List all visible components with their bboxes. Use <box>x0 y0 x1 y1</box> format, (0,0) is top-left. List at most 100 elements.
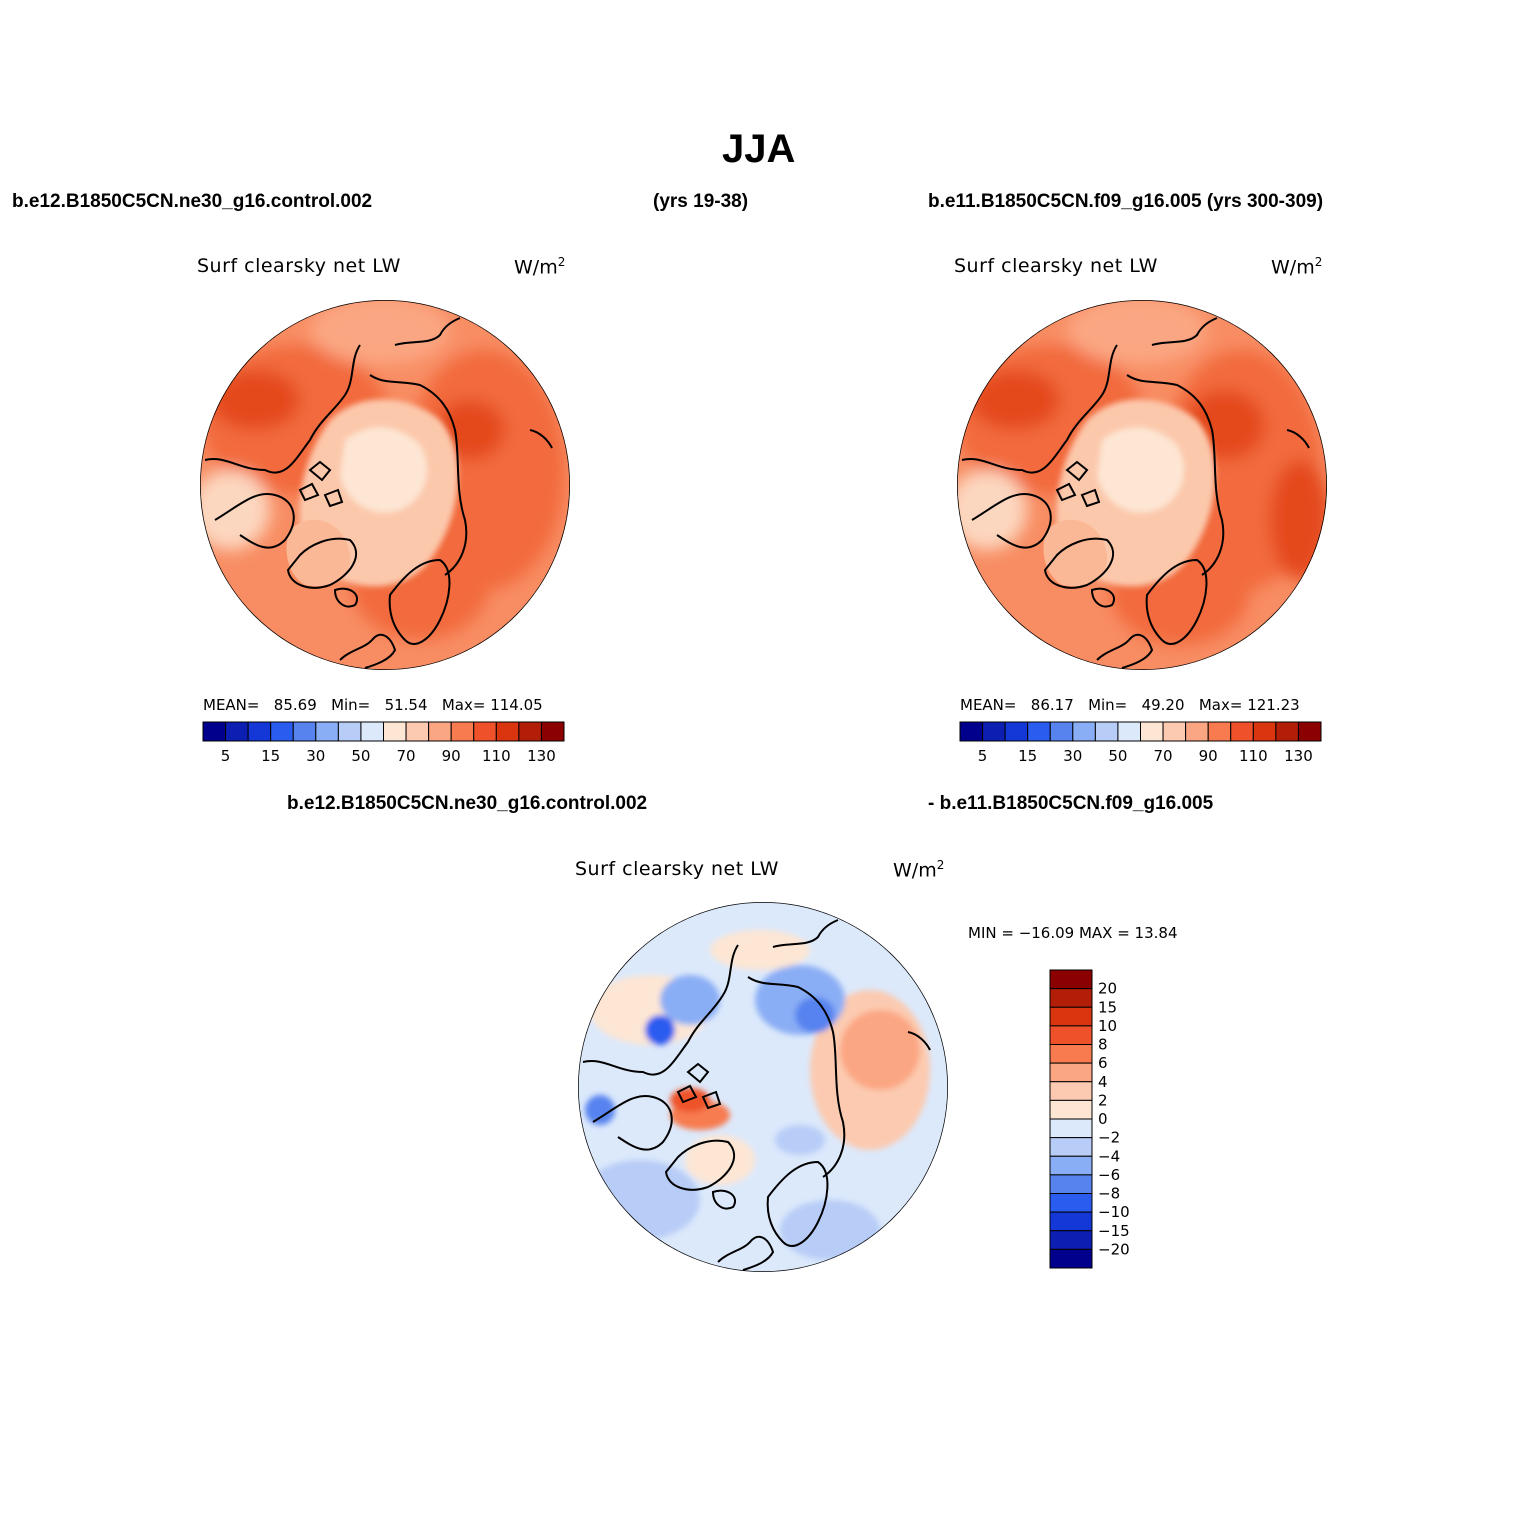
colorbar-swatch <box>1252 721 1277 742</box>
panel-diff-minmax: MIN = −16.09 MAX = 13.84 <box>968 924 1178 942</box>
colorbar-tick-label: 110 <box>1239 747 1268 765</box>
colorbar-swatch <box>1049 1211 1093 1232</box>
colorbar-tick-label: 5 <box>221 747 231 765</box>
colorbar-tick-label: 15 <box>1098 998 1117 1016</box>
colorbar-tick-label: −6 <box>1098 1166 1120 1184</box>
colorbar-swatch <box>383 721 407 742</box>
colorbar-swatch <box>1049 1044 1093 1064</box>
colorbar-tick-label: 15 <box>1018 747 1037 765</box>
panel-b-units: W/m2 <box>1271 255 1323 279</box>
panel-diff-units: W/m2 <box>893 858 945 882</box>
colorbar-swatch <box>1275 721 1299 742</box>
colorbar-swatch <box>982 721 1006 742</box>
colorbar-swatch <box>1140 721 1164 742</box>
colorbar-swatch <box>1230 721 1254 742</box>
colorbar-tick-label: 15 <box>261 747 280 765</box>
diff-label-left: b.e12.B1850C5CN.ne30_g16.control.002 <box>287 793 648 814</box>
colorbar-swatch <box>315 721 339 742</box>
colorbar-tick-label: 6 <box>1098 1054 1108 1072</box>
case-b-label: b.e11.B1850C5CN.f09_g16.005 (yrs 300-309… <box>928 191 1324 212</box>
colorbar-tick-label: 90 <box>1199 747 1218 765</box>
colorbar-swatch <box>225 721 249 742</box>
colorbar-swatch <box>1049 1025 1093 1045</box>
colorbar-swatch <box>337 721 362 742</box>
colorbar-tick-label: 4 <box>1098 1073 1108 1091</box>
colorbar-tick-label: −10 <box>1098 1203 1130 1221</box>
colorbar-tick-label: 130 <box>527 747 556 765</box>
colorbar-tick-label: −2 <box>1098 1129 1120 1147</box>
colorbar-swatch <box>495 721 520 742</box>
colorbar-tick-label: 10 <box>1098 1017 1117 1035</box>
colorbar-swatch <box>1049 721 1074 742</box>
polar-map-b <box>957 300 1327 670</box>
colorbar-swatch <box>1072 721 1096 742</box>
case-a-label: b.e12.B1850C5CN.ne30_g16.control.002 <box>12 191 373 212</box>
colorbar-tick-label: 30 <box>1063 747 1082 765</box>
colorbar-swatch <box>1049 1155 1093 1176</box>
colorbar-swatch <box>202 721 227 742</box>
colorbar-tick-label: 90 <box>442 747 461 765</box>
case-a-years: (yrs 19-38) <box>653 191 749 212</box>
colorbar-tick-label: 5 <box>978 747 988 765</box>
colorbar-swatch <box>1049 1062 1093 1083</box>
colorbar-tick-label: −15 <box>1098 1222 1130 1240</box>
colorbar-swatch <box>247 721 272 742</box>
colorbar-swatch <box>1049 988 1093 1008</box>
colorbar-swatch <box>1027 721 1051 742</box>
colorbar-tick-label: 70 <box>397 747 416 765</box>
colorbar-swatch <box>1049 969 1093 990</box>
colorbar-tick-label: 0 <box>1098 1110 1108 1128</box>
colorbar-tick-label: 130 <box>1284 747 1313 765</box>
colorbar-swatch <box>270 721 294 742</box>
colorbar-tick-label: 70 <box>1154 747 1173 765</box>
colorbar-swatch <box>1004 721 1029 742</box>
colorbar-swatch <box>1162 721 1187 742</box>
colorbar-swatch <box>1049 1006 1093 1027</box>
colorbar-swatch <box>1297 721 1322 742</box>
colorbar-tick-label: 110 <box>482 747 511 765</box>
colorbar-tick-label: 30 <box>306 747 325 765</box>
colorbar-swatch <box>1049 1081 1093 1101</box>
colorbar-swatch <box>1049 1099 1093 1120</box>
colorbar-swatch <box>292 721 317 742</box>
colorbar-swatch <box>1049 1248 1093 1269</box>
colorbar-swatch <box>518 721 542 742</box>
figure-title: JJA <box>722 127 796 171</box>
colorbar-tick-label: 20 <box>1098 980 1117 998</box>
colorbar-swatch <box>1049 1137 1093 1157</box>
colorbar-swatch <box>540 721 565 742</box>
colorbar-swatch <box>1207 721 1232 742</box>
colorbar-swatch <box>450 721 475 742</box>
colorbar-swatch <box>1094 721 1119 742</box>
panel-b-title: Surf clearsky net LW <box>954 255 1158 277</box>
colorbar-a: 5 15 30 50 70 90 110 130 <box>202 721 565 765</box>
colorbar-swatch <box>1185 721 1209 742</box>
colorbar-b: 5 15 30 50 70 90 110 130 <box>959 721 1322 765</box>
panel-a-title: Surf clearsky net LW <box>197 255 401 277</box>
panel-diff-title: Surf clearsky net LW <box>575 858 779 880</box>
colorbar-swatch <box>473 721 497 742</box>
colorbar-tick-label: −4 <box>1098 1147 1120 1165</box>
colorbar-swatch <box>1049 1174 1093 1194</box>
colorbar-tick-label: −20 <box>1098 1240 1130 1258</box>
panel-a-stats: MEAN= 85.69 Min= 51.54 Max= 114.05 <box>203 696 543 714</box>
colorbar-swatch <box>1117 721 1141 742</box>
polar-map-diff <box>578 902 948 1272</box>
colorbar-swatch <box>1049 1193 1093 1213</box>
colorbar-swatch <box>959 721 984 742</box>
panel-b-stats: MEAN= 86.17 Min= 49.20 Max= 121.23 <box>960 696 1300 714</box>
colorbar-tick-label: 50 <box>351 747 370 765</box>
diff-label-right: - b.e11.B1850C5CN.f09_g16.005 <box>928 793 1214 814</box>
colorbar-tick-label: −8 <box>1098 1185 1120 1203</box>
colorbar-tick-label: 50 <box>1108 747 1127 765</box>
colorbar-swatch <box>1049 1230 1093 1250</box>
polar-map-a <box>200 300 570 670</box>
panel-a-units: W/m2 <box>514 255 566 279</box>
colorbar-swatch <box>1049 1118 1093 1139</box>
colorbar-swatch <box>405 721 430 742</box>
colorbar-tick-label: 8 <box>1098 1036 1108 1054</box>
colorbar-tick-label: 2 <box>1098 1091 1108 1109</box>
colorbar-swatch <box>428 721 452 742</box>
